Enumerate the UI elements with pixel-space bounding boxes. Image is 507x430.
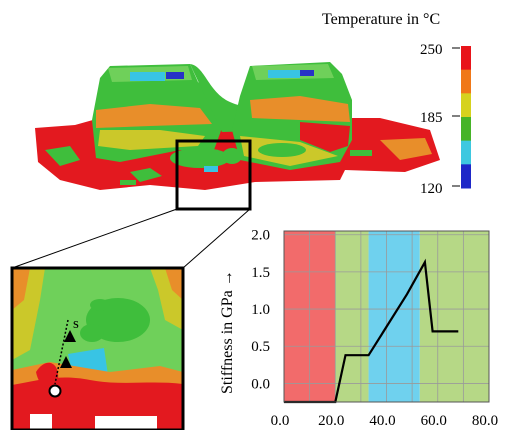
zoom-inset: s [10,266,185,430]
legend-color-segment [461,164,471,189]
chart-y-axis-label: Stiffness in GPa → [219,270,236,394]
stiffness-line [284,258,459,404]
part-island-1 [170,148,230,168]
legend-colorbar [461,46,471,189]
inset-start-marker [48,384,62,398]
inset-path-arrowhead-top [64,330,76,342]
part-hotspot-2 [166,72,184,79]
legend-min-label: 120 [420,181,443,197]
formed-part-3d [35,62,440,190]
chart-x-tick-label: 80.0 [472,413,498,429]
zoom-connector-left [11,208,178,269]
part-flange-patch-1 [45,146,80,166]
temperature-legend: Temperature in °C 250 185 120 [322,11,471,197]
part-island-2 [222,148,242,164]
chart-x-tick-label: 20.0 [318,413,344,429]
inset-green-blob-2 [80,324,104,342]
chart-plot-frame [283,230,490,403]
part-hotspot-1 [130,72,165,81]
chart-x-tick-label: 60.0 [421,413,447,429]
chart-x-tick-label: 0.0 [271,413,290,429]
inset-frame [10,266,185,430]
part-flange-patch-2 [380,138,432,160]
inset-red-lobe [36,362,59,389]
part-band-1 [96,104,212,128]
chart-y-tick-label: 2.0 [251,228,270,244]
part-island-4 [204,166,218,172]
inset-path-dotted [54,319,69,385]
chart-grid [284,231,489,402]
chart-x-tick-label: 40.0 [369,413,395,429]
legend-title: Temperature in °C [322,11,440,28]
part-flange-patch-3 [130,168,162,182]
legend-max-label: 250 [420,42,443,58]
legend-color-segment [461,140,471,165]
chart-bands [284,231,489,402]
part-flange-patch-5 [120,180,136,185]
inset-orange-right [165,268,183,300]
inset-green-blob-3 [90,299,110,311]
legend-color-segment [461,93,471,118]
chart-y-ticks: 0.0 0.5 1.0 1.5 2.0 [251,228,270,393]
chart-y-tick-label: 0.0 [251,376,270,392]
zoom-connector-right [182,208,251,269]
part-band-4 [300,122,350,152]
inset-white-gap-right [95,416,157,430]
part-flange-patch-4 [350,150,372,156]
inset-red-foot [52,412,95,430]
legend-mid-label: 185 [420,110,443,126]
inset-path-label: s [73,316,79,332]
stiffness-chart: 0.0 20.0 40.0 60.0 80.0 0.0 0.5 1.0 1.5 2.0 Stif… [219,228,498,429]
chart-y-tick-label: 1.0 [251,302,270,318]
zoom-region-box [175,139,252,211]
legend-color-segment [461,46,471,71]
chart-y-tick-label: 0.5 [251,339,270,355]
part-island-3 [258,143,306,157]
legend-color-segment [461,117,471,142]
inset-path-arrowhead-mid [60,356,72,368]
inset-white-gap-left [30,414,52,430]
inset-orange-top [12,268,30,310]
legend-color-segment [461,69,471,94]
chart-y-tick-label: 1.5 [251,265,270,281]
part-hotspot-3 [268,70,300,78]
part-band-3 [250,96,350,122]
chart-x-ticks: 0.0 20.0 40.0 60.0 80.0 [271,413,499,429]
chart-series [284,258,459,404]
part-hotspot-4 [300,70,314,76]
